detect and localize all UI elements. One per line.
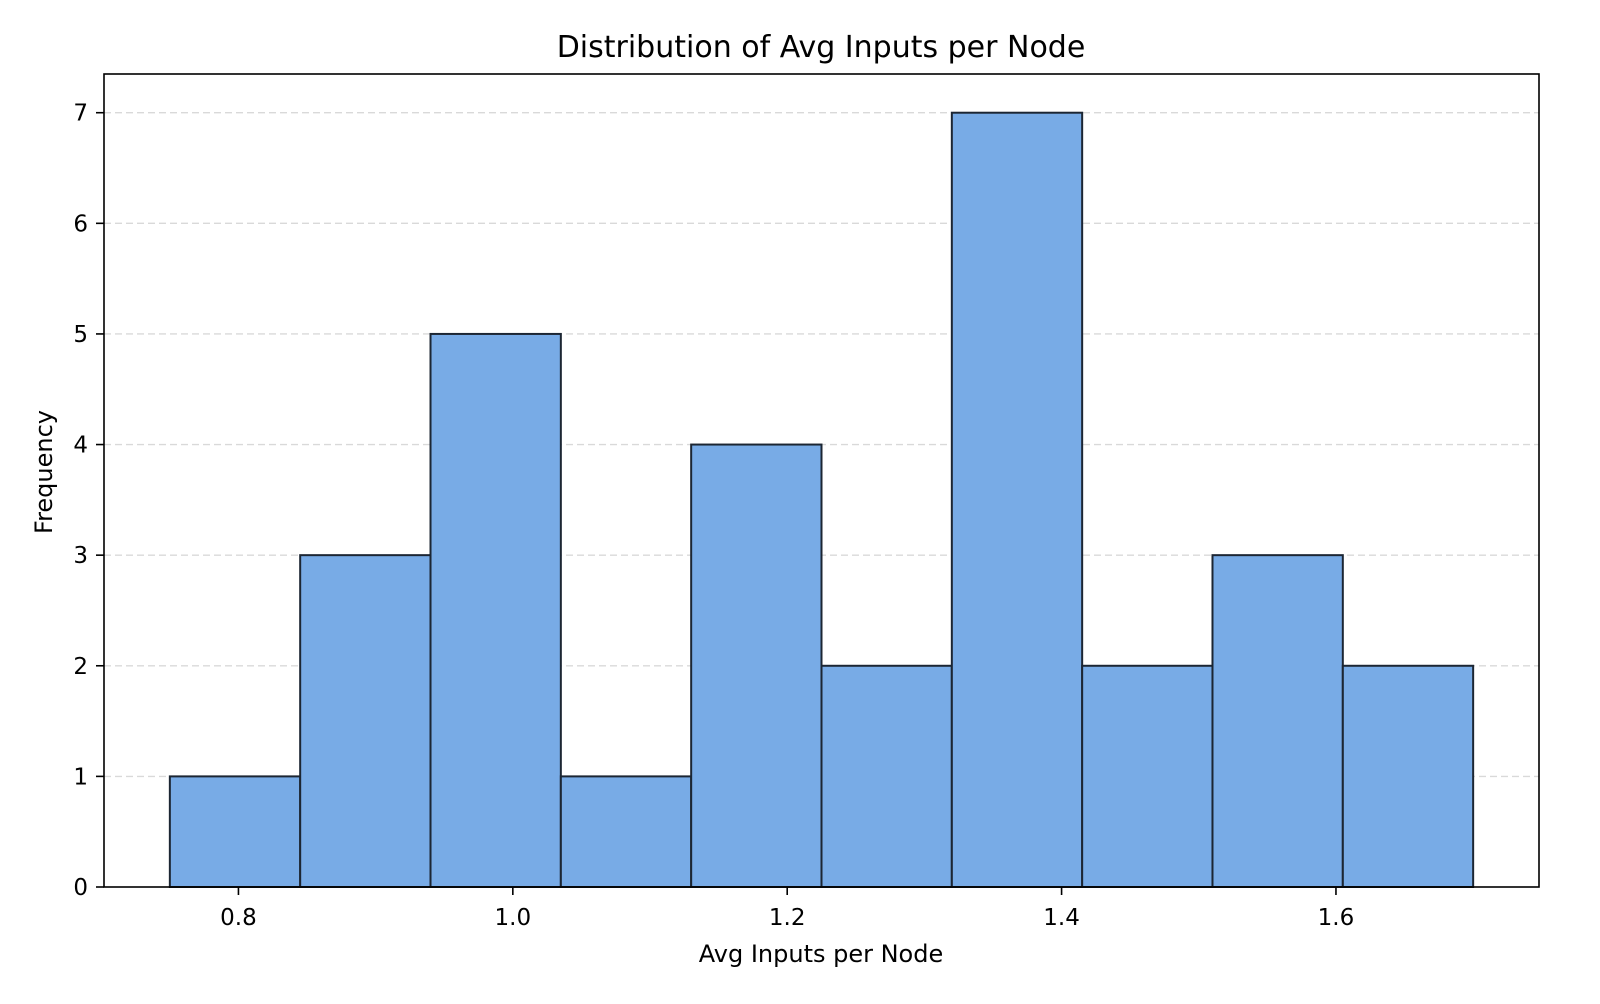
- histogram-bar: [1211, 554, 1344, 888]
- x-axis-ticks: 0.8 1.0 1.2 1.4 1.6: [220, 887, 1354, 931]
- histogram-bar: [950, 111, 1084, 888]
- y-axis-label: Frequency: [30, 410, 58, 534]
- histogram-bar: [1341, 664, 1475, 888]
- y-tick-label: 2: [73, 654, 88, 680]
- histogram-bar: [299, 554, 432, 888]
- plot-frame: [103, 73, 1540, 888]
- y-tick-label: 3: [73, 543, 88, 569]
- x-tick-label: 1.0: [495, 905, 532, 931]
- y-axis-ticks: 0 1 2 3 4 5 6 7: [73, 101, 104, 901]
- histogram-bars: [168, 111, 1475, 888]
- histogram-bar: [1081, 664, 1214, 888]
- x-tick-label: 0.8: [220, 905, 257, 931]
- y-tick-label: 7: [73, 101, 88, 127]
- x-tick-label: 1.6: [1318, 905, 1355, 931]
- x-tick-label: 1.2: [769, 905, 806, 931]
- y-tick-label: 4: [73, 433, 88, 459]
- histogram-bar: [429, 332, 562, 888]
- x-axis-label: Avg Inputs per Node: [699, 940, 944, 968]
- histogram-bar: [690, 443, 823, 888]
- y-tick-label: 6: [73, 211, 88, 237]
- histogram-bar: [168, 775, 302, 888]
- x-tick-label: 1.4: [1043, 905, 1080, 931]
- histogram-bar: [559, 775, 693, 888]
- y-tick-label: 0: [73, 875, 88, 901]
- y-tick-label: 5: [73, 322, 88, 348]
- histogram-bar: [820, 664, 953, 888]
- chart-title: Distribution of Avg Inputs per Node: [557, 30, 1086, 65]
- y-tick-label: 1: [73, 764, 88, 790]
